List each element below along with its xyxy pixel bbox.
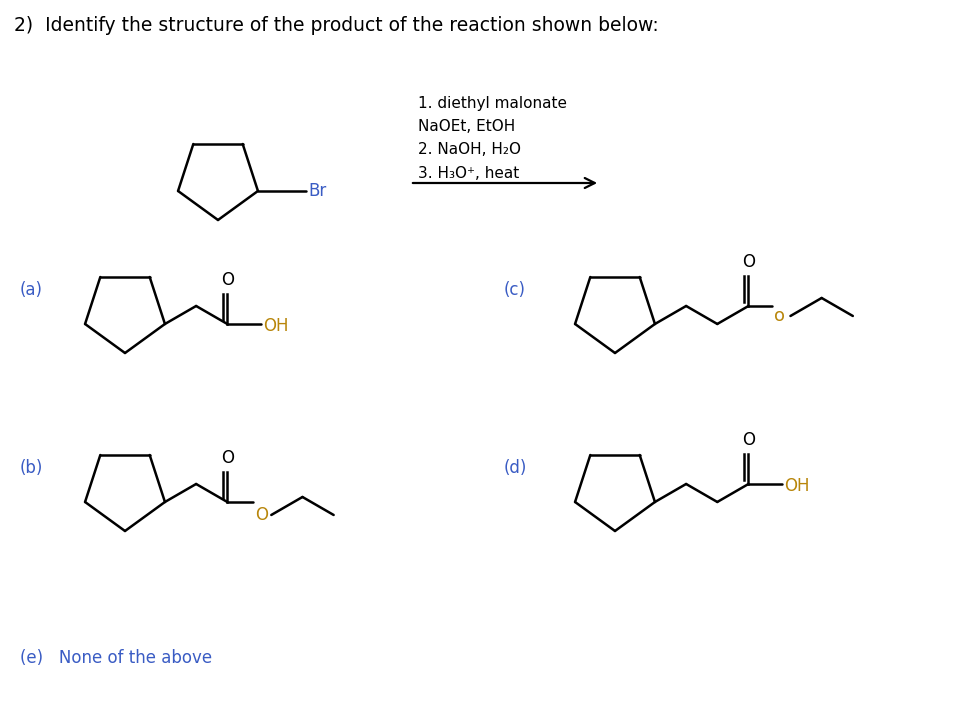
Text: NaOEt, EtOH: NaOEt, EtOH [418,119,515,134]
Text: (b): (b) [20,459,44,477]
Text: (e)   None of the above: (e) None of the above [20,649,212,667]
Text: O: O [256,506,268,524]
Text: 1. diethyl malonate: 1. diethyl malonate [418,96,567,111]
Text: o: o [775,307,785,325]
Text: OH: OH [263,317,289,335]
Text: OH: OH [784,477,810,495]
Text: (c): (c) [504,281,526,299]
Text: 2)  Identify the structure of the product of the reaction shown below:: 2) Identify the structure of the product… [14,16,659,35]
Text: O: O [742,253,755,271]
Text: O: O [742,431,755,449]
Text: O: O [221,271,234,289]
Text: (d): (d) [504,459,528,477]
Text: Br: Br [308,182,327,200]
Text: (a): (a) [20,281,43,299]
Text: 2. NaOH, H₂O: 2. NaOH, H₂O [418,142,521,157]
Text: O: O [221,449,234,467]
Text: 3. H₃O⁺, heat: 3. H₃O⁺, heat [418,166,519,181]
